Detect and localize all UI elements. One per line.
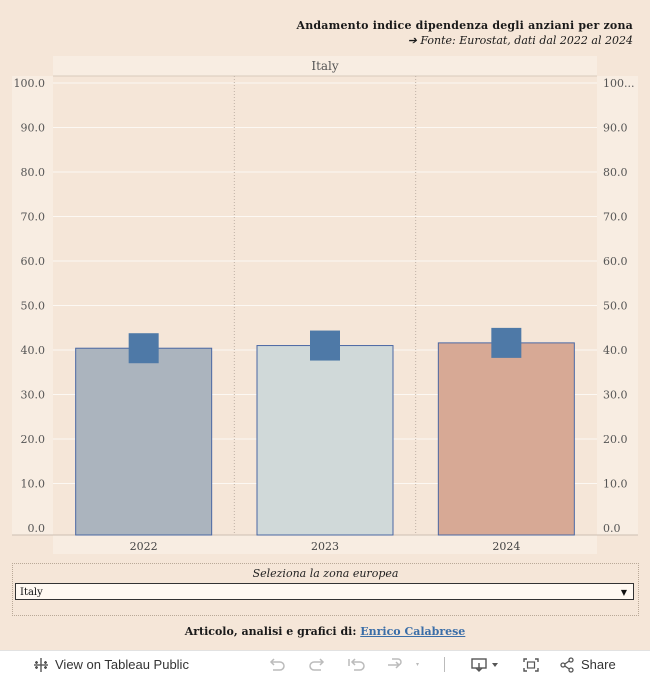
y-tick-label-left: 40.0 xyxy=(21,344,46,357)
y-tick-label-right: 10.0 xyxy=(603,478,628,491)
dropdown-arrow-icon[interactable]: ▼ xyxy=(620,588,627,597)
view-on-tableau-label: View on Tableau Public xyxy=(55,657,189,672)
view-on-tableau-button[interactable]: View on Tableau Public xyxy=(33,651,189,678)
bar-2023 xyxy=(256,345,394,536)
download-icon xyxy=(471,657,498,672)
marker-2024 xyxy=(491,327,522,358)
bar-chart: Italy 0.0 0.0 10.0 10.0 20.0 20.0 30.0 30.0 40.0 4… xyxy=(12,56,638,554)
y-tick-label-left: 90.0 xyxy=(21,122,46,135)
y-tick-label-left: 50.0 xyxy=(21,300,46,313)
zone-filter: Seleziona la zona europea Italy ▼ xyxy=(12,563,639,616)
chart-title: Andamento indice dipendenza degli anzian… xyxy=(296,19,633,32)
share-button[interactable]: Share xyxy=(559,651,616,678)
revert-icon xyxy=(348,657,365,671)
y-tick-label-right: 90.0 xyxy=(603,122,628,135)
download-button[interactable] xyxy=(470,651,502,678)
redo-icon xyxy=(309,657,325,671)
y-tick-label-right: 80.0 xyxy=(603,166,628,179)
y-tick-label-right: 50.0 xyxy=(603,300,628,313)
author-link[interactable]: Enrico Calabrese xyxy=(360,625,466,638)
fullscreen-button[interactable] xyxy=(522,651,540,678)
marker-2023 xyxy=(310,330,340,361)
y-tick-label-right: 20.0 xyxy=(603,433,628,446)
undo-button[interactable] xyxy=(268,651,286,678)
share-icon xyxy=(560,656,574,673)
undo-icon xyxy=(269,657,285,671)
y-tick-label-right: 30.0 xyxy=(603,389,628,402)
revert-button[interactable] xyxy=(347,651,367,678)
x-axis-band xyxy=(53,535,597,554)
zone-filter-label: Seleziona la zona europea xyxy=(252,567,399,580)
toolbar-divider xyxy=(444,651,445,678)
y-tick-label-right: 100... xyxy=(603,77,635,90)
y-tick-label-left: 60.0 xyxy=(21,255,46,268)
marker-2022 xyxy=(128,333,159,364)
tableau-toolbar: View on Tableau Public xyxy=(0,650,650,678)
y-tick-label-right: 40.0 xyxy=(603,344,628,357)
redo-button[interactable] xyxy=(308,651,326,678)
x-tick-label: 2024 xyxy=(492,540,520,553)
y-tick-label-left: 0.0 xyxy=(28,522,46,535)
refresh-icon xyxy=(388,657,419,669)
x-tick-label: 2023 xyxy=(311,540,339,553)
left-axis-panel xyxy=(12,76,53,535)
y-tick-label-right: 60.0 xyxy=(603,255,628,268)
fullscreen-icon xyxy=(523,657,539,672)
chart-title-block: Andamento indice dipendenza degli anzian… xyxy=(296,19,633,47)
panel-header xyxy=(53,56,597,76)
y-tick-label-right: 70.0 xyxy=(603,211,628,224)
x-tick-label: 2022 xyxy=(130,540,158,553)
y-tick-label-left: 80.0 xyxy=(21,166,46,179)
y-tick-label-left: 10.0 xyxy=(21,478,46,491)
y-tick-label-left: 70.0 xyxy=(21,211,46,224)
credit-line: Articolo, analisi e grafici di: Enrico C… xyxy=(0,625,650,638)
chart-subtitle: ➔ Fonte: Eurostat, dati dal 2022 al 2024 xyxy=(407,34,633,47)
tableau-logo-icon xyxy=(34,657,48,672)
zone-select-value: Italy xyxy=(20,587,43,598)
credit-prefix: Articolo, analisi e grafici di: xyxy=(184,625,357,638)
y-tick-label-right: 0.0 xyxy=(603,522,621,535)
refresh-button[interactable] xyxy=(386,651,420,678)
zone-select[interactable]: Italy ▼ xyxy=(15,583,634,600)
right-axis-panel xyxy=(597,76,638,535)
bar-2022 xyxy=(75,347,213,536)
panel-header-label: Italy xyxy=(311,59,339,73)
y-tick-label-left: 100.0 xyxy=(14,77,46,90)
y-tick-label-left: 20.0 xyxy=(21,433,46,446)
y-tick-label-left: 30.0 xyxy=(21,389,46,402)
share-label: Share xyxy=(581,657,616,672)
bar-2024 xyxy=(437,342,575,536)
